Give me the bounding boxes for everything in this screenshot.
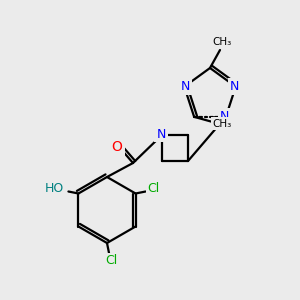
- Text: HO: HO: [45, 182, 64, 195]
- Text: Cl: Cl: [148, 182, 160, 195]
- Text: N: N: [220, 110, 230, 123]
- Text: O: O: [112, 140, 122, 154]
- Text: N: N: [230, 80, 239, 93]
- Text: Cl: Cl: [105, 254, 117, 268]
- Text: N: N: [181, 80, 190, 93]
- Text: N: N: [156, 128, 166, 140]
- Text: CH₃: CH₃: [212, 119, 232, 129]
- Text: CH₃: CH₃: [212, 37, 232, 47]
